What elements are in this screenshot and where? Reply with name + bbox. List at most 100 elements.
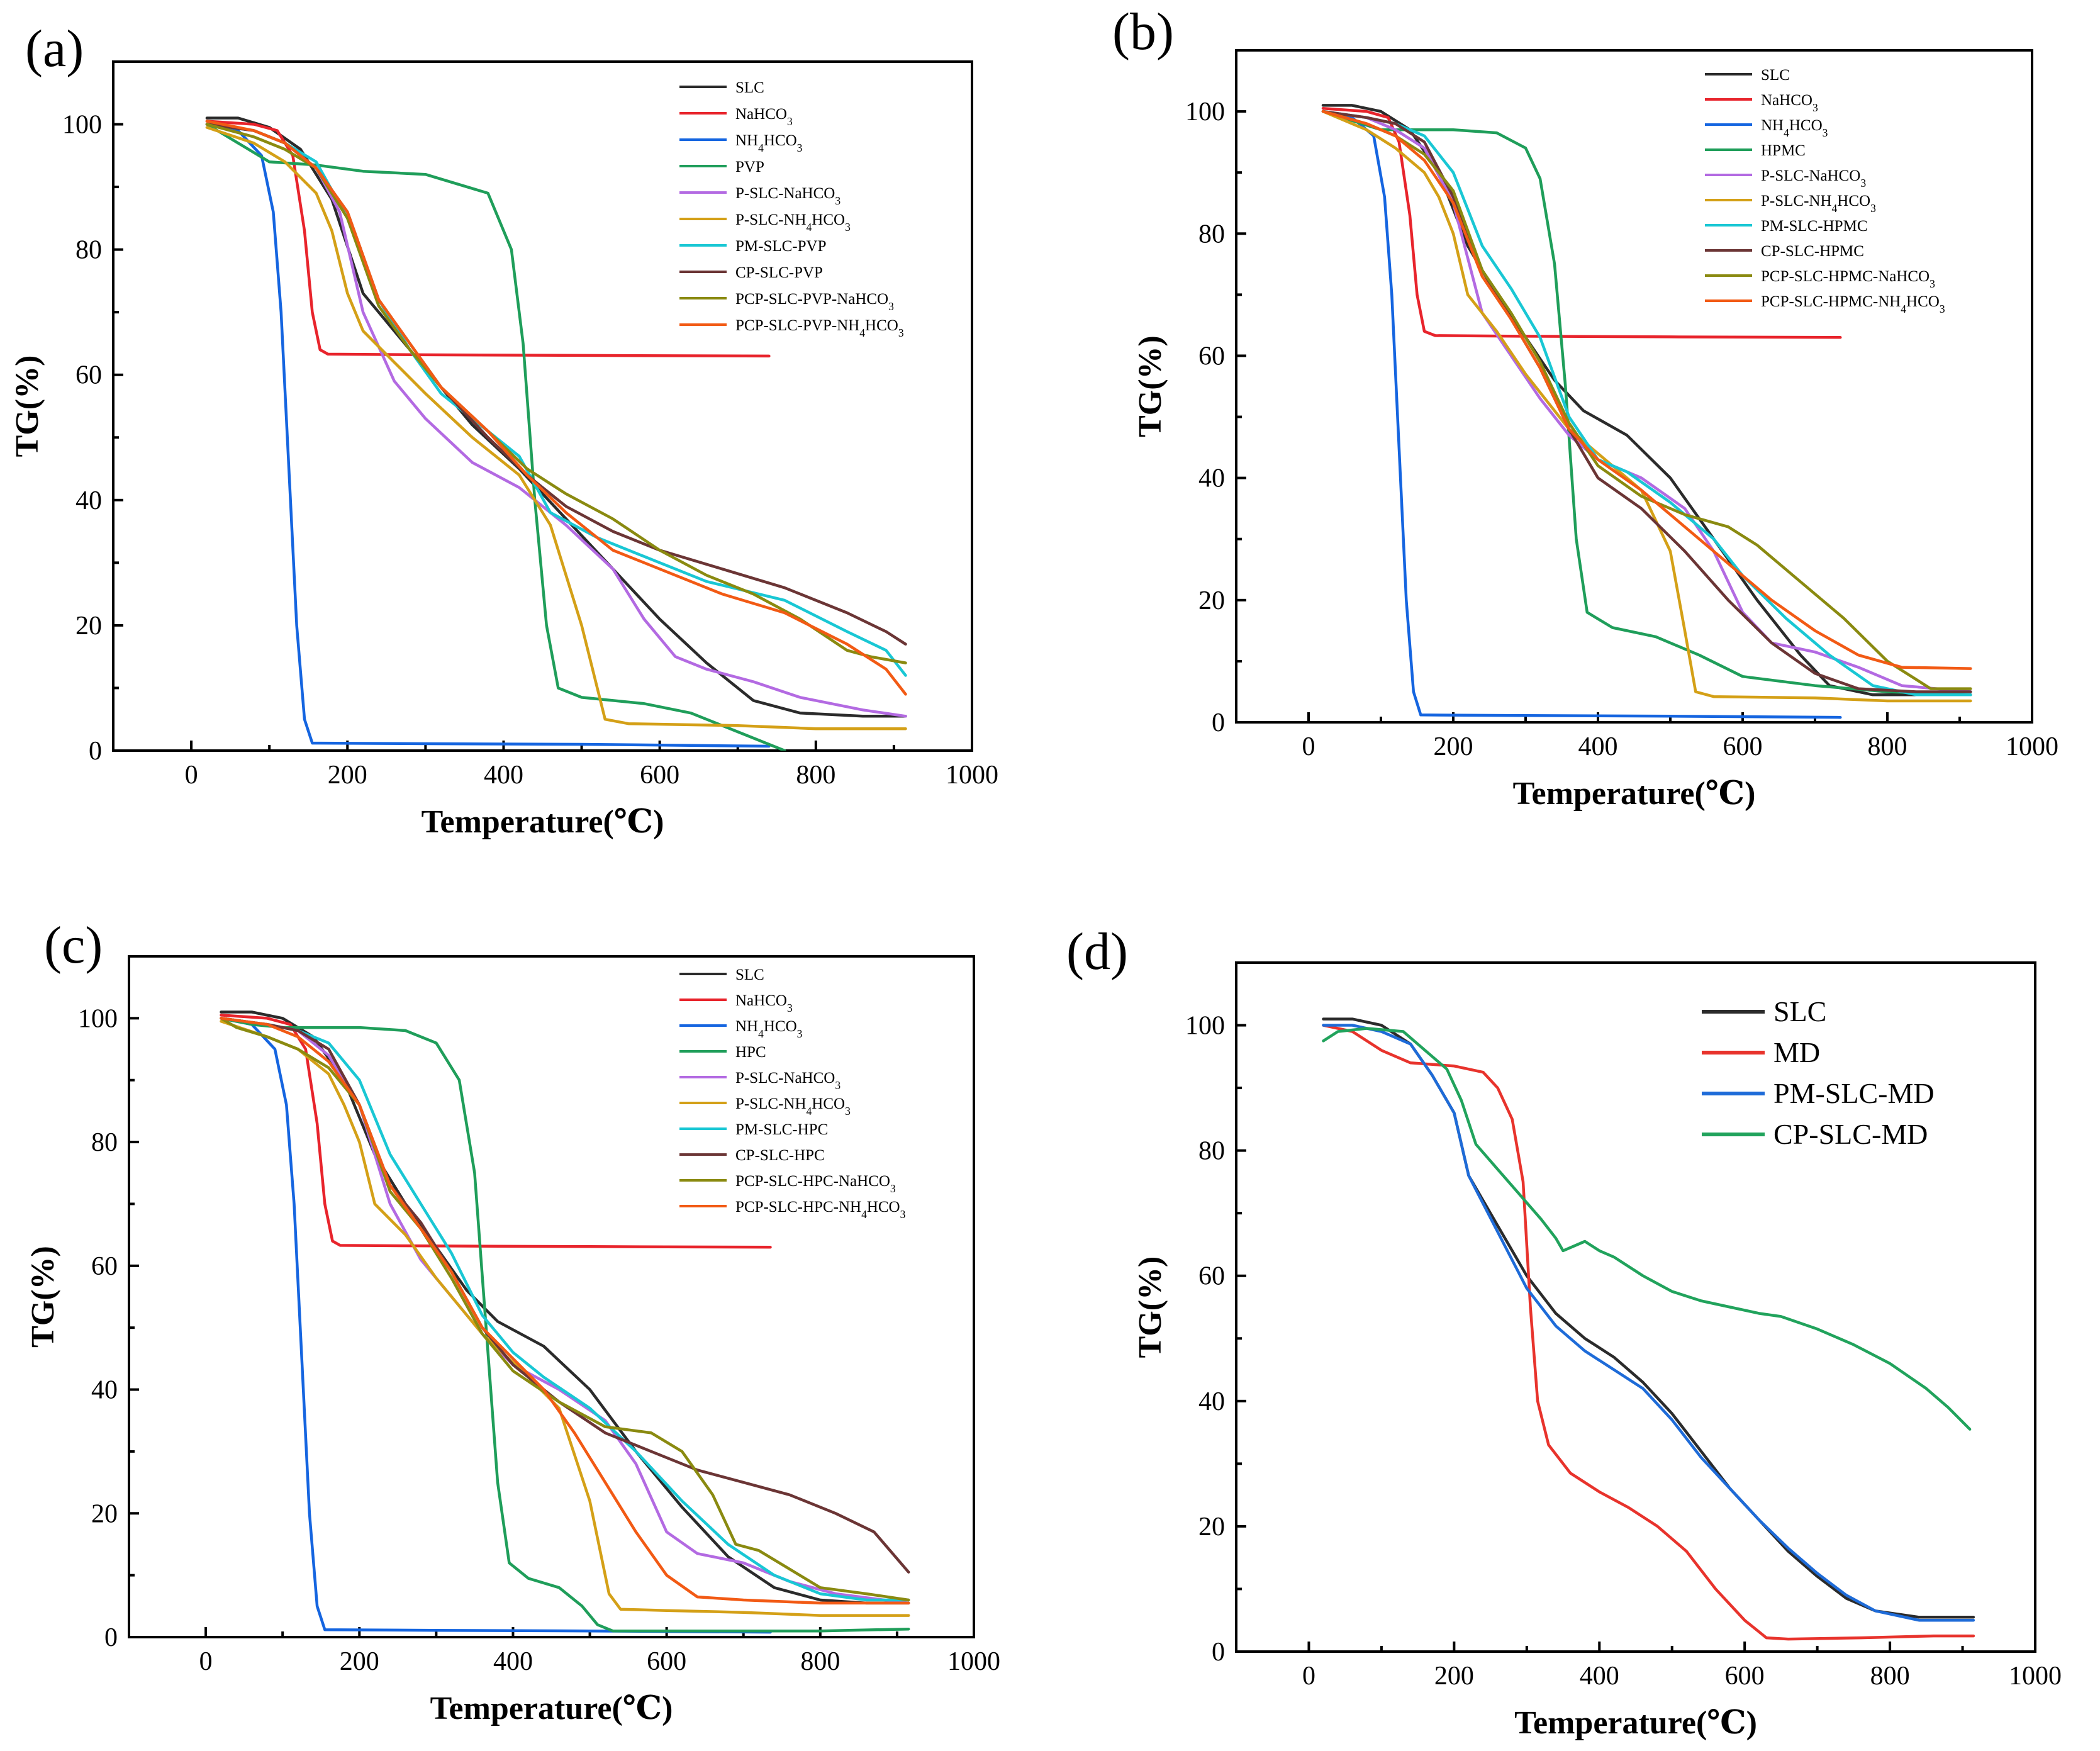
y-tick-label: 80 xyxy=(75,236,102,265)
series-line-pm-slc-hpc xyxy=(220,1017,910,1602)
series-line-p-slc-nahco3 xyxy=(1321,109,1972,693)
legend-label: P-SLC-NaHCO3 xyxy=(735,185,841,207)
y-tick-label: 0 xyxy=(104,1623,118,1652)
series-line-pcp-slc-pvp-nh4hco3 xyxy=(205,120,907,696)
y-tick-label: 80 xyxy=(1198,1137,1225,1166)
x-tick-label: 200 xyxy=(328,761,367,790)
legend-label: PCP-SLC-HPMC-NH4HCO3 xyxy=(1761,293,1945,315)
y-tick-label: 40 xyxy=(1198,1387,1225,1416)
series-line-nahco3 xyxy=(205,120,771,358)
chart-panel-1: (a) 0 200 400 600 800 1000 0 20 40 60 80 100 Temperat… xyxy=(9,20,998,840)
y-tick-label: 60 xyxy=(1198,1262,1225,1291)
y-tick-label: 20 xyxy=(1198,1513,1225,1541)
x-tick-label: 0 xyxy=(185,761,198,790)
plot-frame xyxy=(1235,49,2033,724)
y-tick-label: 100 xyxy=(62,111,102,140)
legend-label: CP-SLC-HPMC xyxy=(1761,243,1864,260)
y-tick-label: 40 xyxy=(75,486,102,515)
legend-label: P-SLC-NH4HCO3 xyxy=(735,211,851,233)
series-line-nh4hco3 xyxy=(205,123,771,748)
legend-label: PM-SLC-PVP xyxy=(735,238,827,255)
legend-label: PCP-SLC-HPC-NH4HCO3 xyxy=(735,1199,906,1221)
x-tick-label: 600 xyxy=(1723,732,1763,761)
x-tick-label: 400 xyxy=(493,1647,533,1676)
y-tick-label: 20 xyxy=(75,612,102,641)
y-tick-label: 40 xyxy=(1198,464,1225,493)
series-line-cp-slc-pvp xyxy=(205,123,907,646)
x-tick-label: 600 xyxy=(640,761,679,790)
legend-label: NH4HCO3 xyxy=(1761,117,1828,139)
x-tick-label: 1000 xyxy=(2006,732,2058,761)
legend-label: NH4HCO3 xyxy=(735,132,803,154)
y-axis-title: TG(%) xyxy=(25,1246,61,1348)
legend-label: P-SLC-NaHCO3 xyxy=(1761,167,1866,189)
x-tick-label: 800 xyxy=(796,761,835,790)
legend-label: CP-SLC-HPC xyxy=(735,1147,825,1164)
series-line-pcp-slc-hpmc-nh4hco3 xyxy=(1321,109,1972,670)
y-tick-label: 80 xyxy=(1198,220,1225,249)
legend-label: NH4HCO3 xyxy=(735,1018,803,1040)
series-line-pcp-slc-hpc-nh4hco3 xyxy=(220,1017,910,1605)
series-line-pcp-slc-hpmc-nahco3 xyxy=(1321,109,1972,690)
y-tick-label: 0 xyxy=(1212,708,1225,737)
series-line-slc xyxy=(205,116,907,718)
legend-label: P-SLC-NH4HCO3 xyxy=(735,1095,851,1117)
x-tick-label: 0 xyxy=(1302,1662,1315,1691)
x-axis-title: Temperature(℃) xyxy=(1513,776,1756,812)
series-line-slc xyxy=(1321,104,1972,696)
y-tick-label: 0 xyxy=(1212,1638,1225,1667)
legend-label: NaHCO3 xyxy=(735,992,793,1014)
y-tick-label: 80 xyxy=(91,1128,118,1157)
x-tick-label: 1000 xyxy=(2009,1662,2062,1691)
y-tick-label: 40 xyxy=(91,1376,118,1405)
legend-label: SLC xyxy=(735,79,764,96)
series-line-pcp-slc-hpc-nahco3 xyxy=(220,1017,910,1602)
series-line-pm-slc-hpmc xyxy=(1321,109,1972,696)
y-axis-title: TG(%) xyxy=(9,355,45,457)
x-tick-label: 0 xyxy=(199,1647,213,1676)
legend-label: PCP-SLC-HPMC-NaHCO3 xyxy=(1761,268,1935,290)
series-line-pcp-slc-pvp-nahco3 xyxy=(205,123,907,664)
panel-label: (d) xyxy=(1066,922,1128,981)
series-line-nh4hco3 xyxy=(220,1017,772,1634)
legend-label: PM-SLC-HPMC xyxy=(1761,218,1868,235)
y-tick-label: 100 xyxy=(1185,1012,1225,1041)
panel-label: (b) xyxy=(1112,3,1174,61)
series-line-hpmc xyxy=(1321,109,1972,696)
legend-label: HPC xyxy=(735,1044,766,1061)
y-tick-label: 60 xyxy=(75,361,102,390)
plot-frame xyxy=(128,955,975,1638)
x-tick-label: 400 xyxy=(484,761,523,790)
series-line-pm-slc-pvp xyxy=(205,123,907,677)
y-tick-label: 60 xyxy=(91,1252,118,1281)
legend-label: P-SLC-NH4HCO3 xyxy=(1761,193,1876,215)
x-axis-title: Temperature(℃) xyxy=(422,804,664,840)
panel-label: (a) xyxy=(25,20,84,78)
legend-label: PCP-SLC-PVP-NaHCO3 xyxy=(735,291,894,313)
series-line-pm-slc-md xyxy=(1322,1024,1975,1622)
x-tick-label: 600 xyxy=(1725,1662,1765,1691)
legend-label: NaHCO3 xyxy=(1761,92,1818,114)
series-line-cp-slc-hpc xyxy=(220,1017,910,1574)
panel-label: (c) xyxy=(44,916,103,975)
y-axis-title: TG(%) xyxy=(1132,335,1168,437)
plot-frame xyxy=(112,60,973,752)
x-tick-label: 0 xyxy=(1302,732,1315,761)
y-tick-label: 20 xyxy=(91,1499,118,1528)
x-tick-label: 800 xyxy=(800,1647,840,1676)
x-tick-label: 200 xyxy=(340,1647,379,1676)
x-tick-label: 1000 xyxy=(946,761,998,790)
legend-label: PM-SLC-MD xyxy=(1773,1077,1935,1109)
legend-label: MD xyxy=(1773,1036,1820,1068)
x-tick-label: 800 xyxy=(1870,1662,1910,1691)
x-tick-label: 800 xyxy=(1868,732,1907,761)
legend-label: SLC xyxy=(735,966,764,983)
series-line-nahco3 xyxy=(220,1014,772,1249)
chart-panel-2: (b) 0 200 400 600 800 1000 0 20 40 60 80 100 Temperat… xyxy=(1112,3,2058,812)
y-tick-label: 100 xyxy=(78,1004,118,1033)
series-line-p-slc-nh4hco3 xyxy=(1321,109,1972,703)
x-axis-title: Temperature(℃) xyxy=(430,1691,673,1726)
legend-label: PCP-SLC-HPC-NaHCO3 xyxy=(735,1173,896,1195)
series-line-p-slc-nh4hco3 xyxy=(205,126,907,730)
series-line-cp-slc-hpmc xyxy=(1321,109,1972,693)
